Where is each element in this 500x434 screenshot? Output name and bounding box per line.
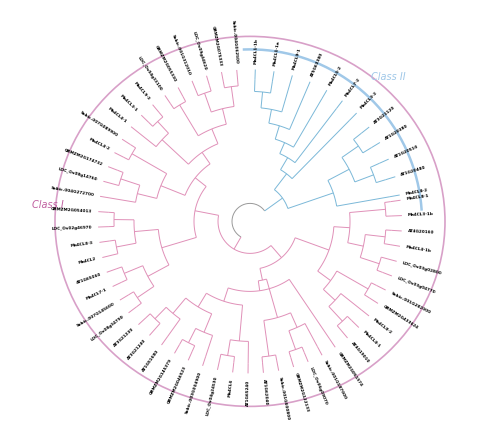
Text: LOC_Os02g46970: LOC_Os02g46970 (52, 225, 92, 231)
Text: GRMZM2G055330: GRMZM2G055330 (154, 45, 177, 83)
Text: Ma4CL6: Ma4CL6 (228, 378, 234, 397)
Text: Ma4CLII-3: Ma4CLII-3 (70, 241, 94, 248)
Text: Sobic.007G089900: Sobic.007G089900 (79, 110, 118, 138)
Text: GRMZM2G075333: GRMZM2G075333 (210, 26, 222, 66)
Text: Ma4CL4-1b: Ma4CL4-1b (406, 245, 431, 253)
Text: Class I: Class I (32, 201, 64, 210)
Text: GRMZM2G433624: GRMZM2G433624 (382, 305, 418, 331)
Text: LOC_Os09g44620: LOC_Os09g44620 (192, 30, 206, 71)
Text: Sobic.003G004900: Sobic.003G004900 (185, 371, 202, 414)
Text: AT1G51680: AT1G51680 (141, 349, 160, 372)
Text: Ma4CLII-1: Ma4CLII-1 (362, 330, 381, 349)
Text: AT1G65060: AT1G65060 (76, 273, 102, 285)
Text: LOC_Os04g33100: LOC_Os04g33100 (137, 56, 163, 92)
Text: Ma4CL8-2: Ma4CL8-2 (406, 188, 428, 196)
Text: AT3G21230: AT3G21230 (114, 327, 136, 348)
Text: LOC_Os06g09070: LOC_Os06g09070 (308, 367, 328, 406)
Text: AT1G65240: AT1G65240 (246, 379, 250, 406)
Text: Sobic.001G312010: Sobic.001G312010 (171, 34, 192, 76)
Text: AT5G63380: AT5G63380 (310, 51, 324, 77)
Text: LOC_Os03g04770: LOC_Os03g04770 (396, 276, 436, 295)
Text: Ma4CL9-1: Ma4CL9-1 (292, 47, 302, 70)
Text: AT1G62040: AT1G62040 (262, 378, 268, 405)
Text: LOC_Os08g14760: LOC_Os08g14760 (58, 167, 98, 182)
Text: LOC_Os03g02800: LOC_Os03g02800 (402, 261, 442, 276)
Text: AT3G21120: AT3G21120 (372, 105, 396, 125)
Text: LOC_Os08g34790: LOC_Os08g34790 (90, 315, 125, 342)
Text: Ma4CL4-1: Ma4CL4-1 (108, 107, 128, 125)
Text: AT3G21240: AT3G21240 (126, 339, 147, 361)
Text: GRMZM2G054013: GRMZM2G054013 (51, 207, 92, 213)
Text: Sobic.001G282000: Sobic.001G282000 (390, 291, 431, 315)
Text: Class II: Class II (371, 72, 406, 82)
Text: Sobic.004G062500: Sobic.004G062500 (230, 20, 238, 64)
Text: GRMZM2G051574: GRMZM2G051574 (337, 351, 363, 387)
Text: Ma4CL9-3: Ma4CL9-3 (132, 81, 150, 102)
Text: Ma4CL8-1: Ma4CL8-1 (406, 194, 429, 201)
Text: AT1G20480: AT1G20480 (400, 165, 427, 177)
Text: Ma4CL5-2: Ma4CL5-2 (328, 64, 343, 86)
Text: Sobic.001G600800: Sobic.001G600800 (278, 376, 290, 421)
Text: Ma4CL3-2: Ma4CL3-2 (360, 91, 378, 110)
Text: Ma4CL1-1a: Ma4CL1-1a (273, 40, 281, 66)
Text: Ma4CL7-1: Ma4CL7-1 (86, 287, 108, 301)
Text: GRMZM2G046523: GRMZM2G046523 (167, 365, 188, 404)
Text: AT4G20160: AT4G20160 (408, 229, 434, 235)
Text: Sobic.007G145600: Sobic.007G145600 (76, 302, 116, 328)
Text: Ma4CL4-2: Ma4CL4-2 (88, 138, 110, 151)
Text: GRMZM2G174732: GRMZM2G174732 (64, 148, 104, 166)
Text: Ma4CL7-2: Ma4CL7-2 (344, 76, 362, 97)
Text: GRMZM2G145379: GRMZM2G145379 (150, 358, 173, 395)
Text: AT4G19010: AT4G19010 (350, 341, 370, 364)
Text: Ma4CL3-1b: Ma4CL3-1b (408, 212, 434, 217)
Text: AT1G20380: AT1G20380 (384, 124, 408, 141)
Text: Ma4CLII-2: Ma4CLII-2 (372, 318, 393, 335)
Text: Ma4CL2: Ma4CL2 (78, 257, 97, 265)
Text: Ma4CL3-1: Ma4CL3-1 (119, 94, 139, 112)
Text: Ma4CL1-1b: Ma4CL1-1b (254, 38, 258, 63)
Text: Sobic.004G272700: Sobic.004G272700 (50, 186, 94, 197)
Text: LOC_Os04g24530: LOC_Os04g24530 (206, 375, 218, 416)
Text: AT1G20510: AT1G20510 (394, 144, 419, 158)
Text: GRMZM2G122133: GRMZM2G122133 (294, 372, 309, 413)
Text: Sobic.001G187000: Sobic.001G187000 (323, 359, 347, 400)
